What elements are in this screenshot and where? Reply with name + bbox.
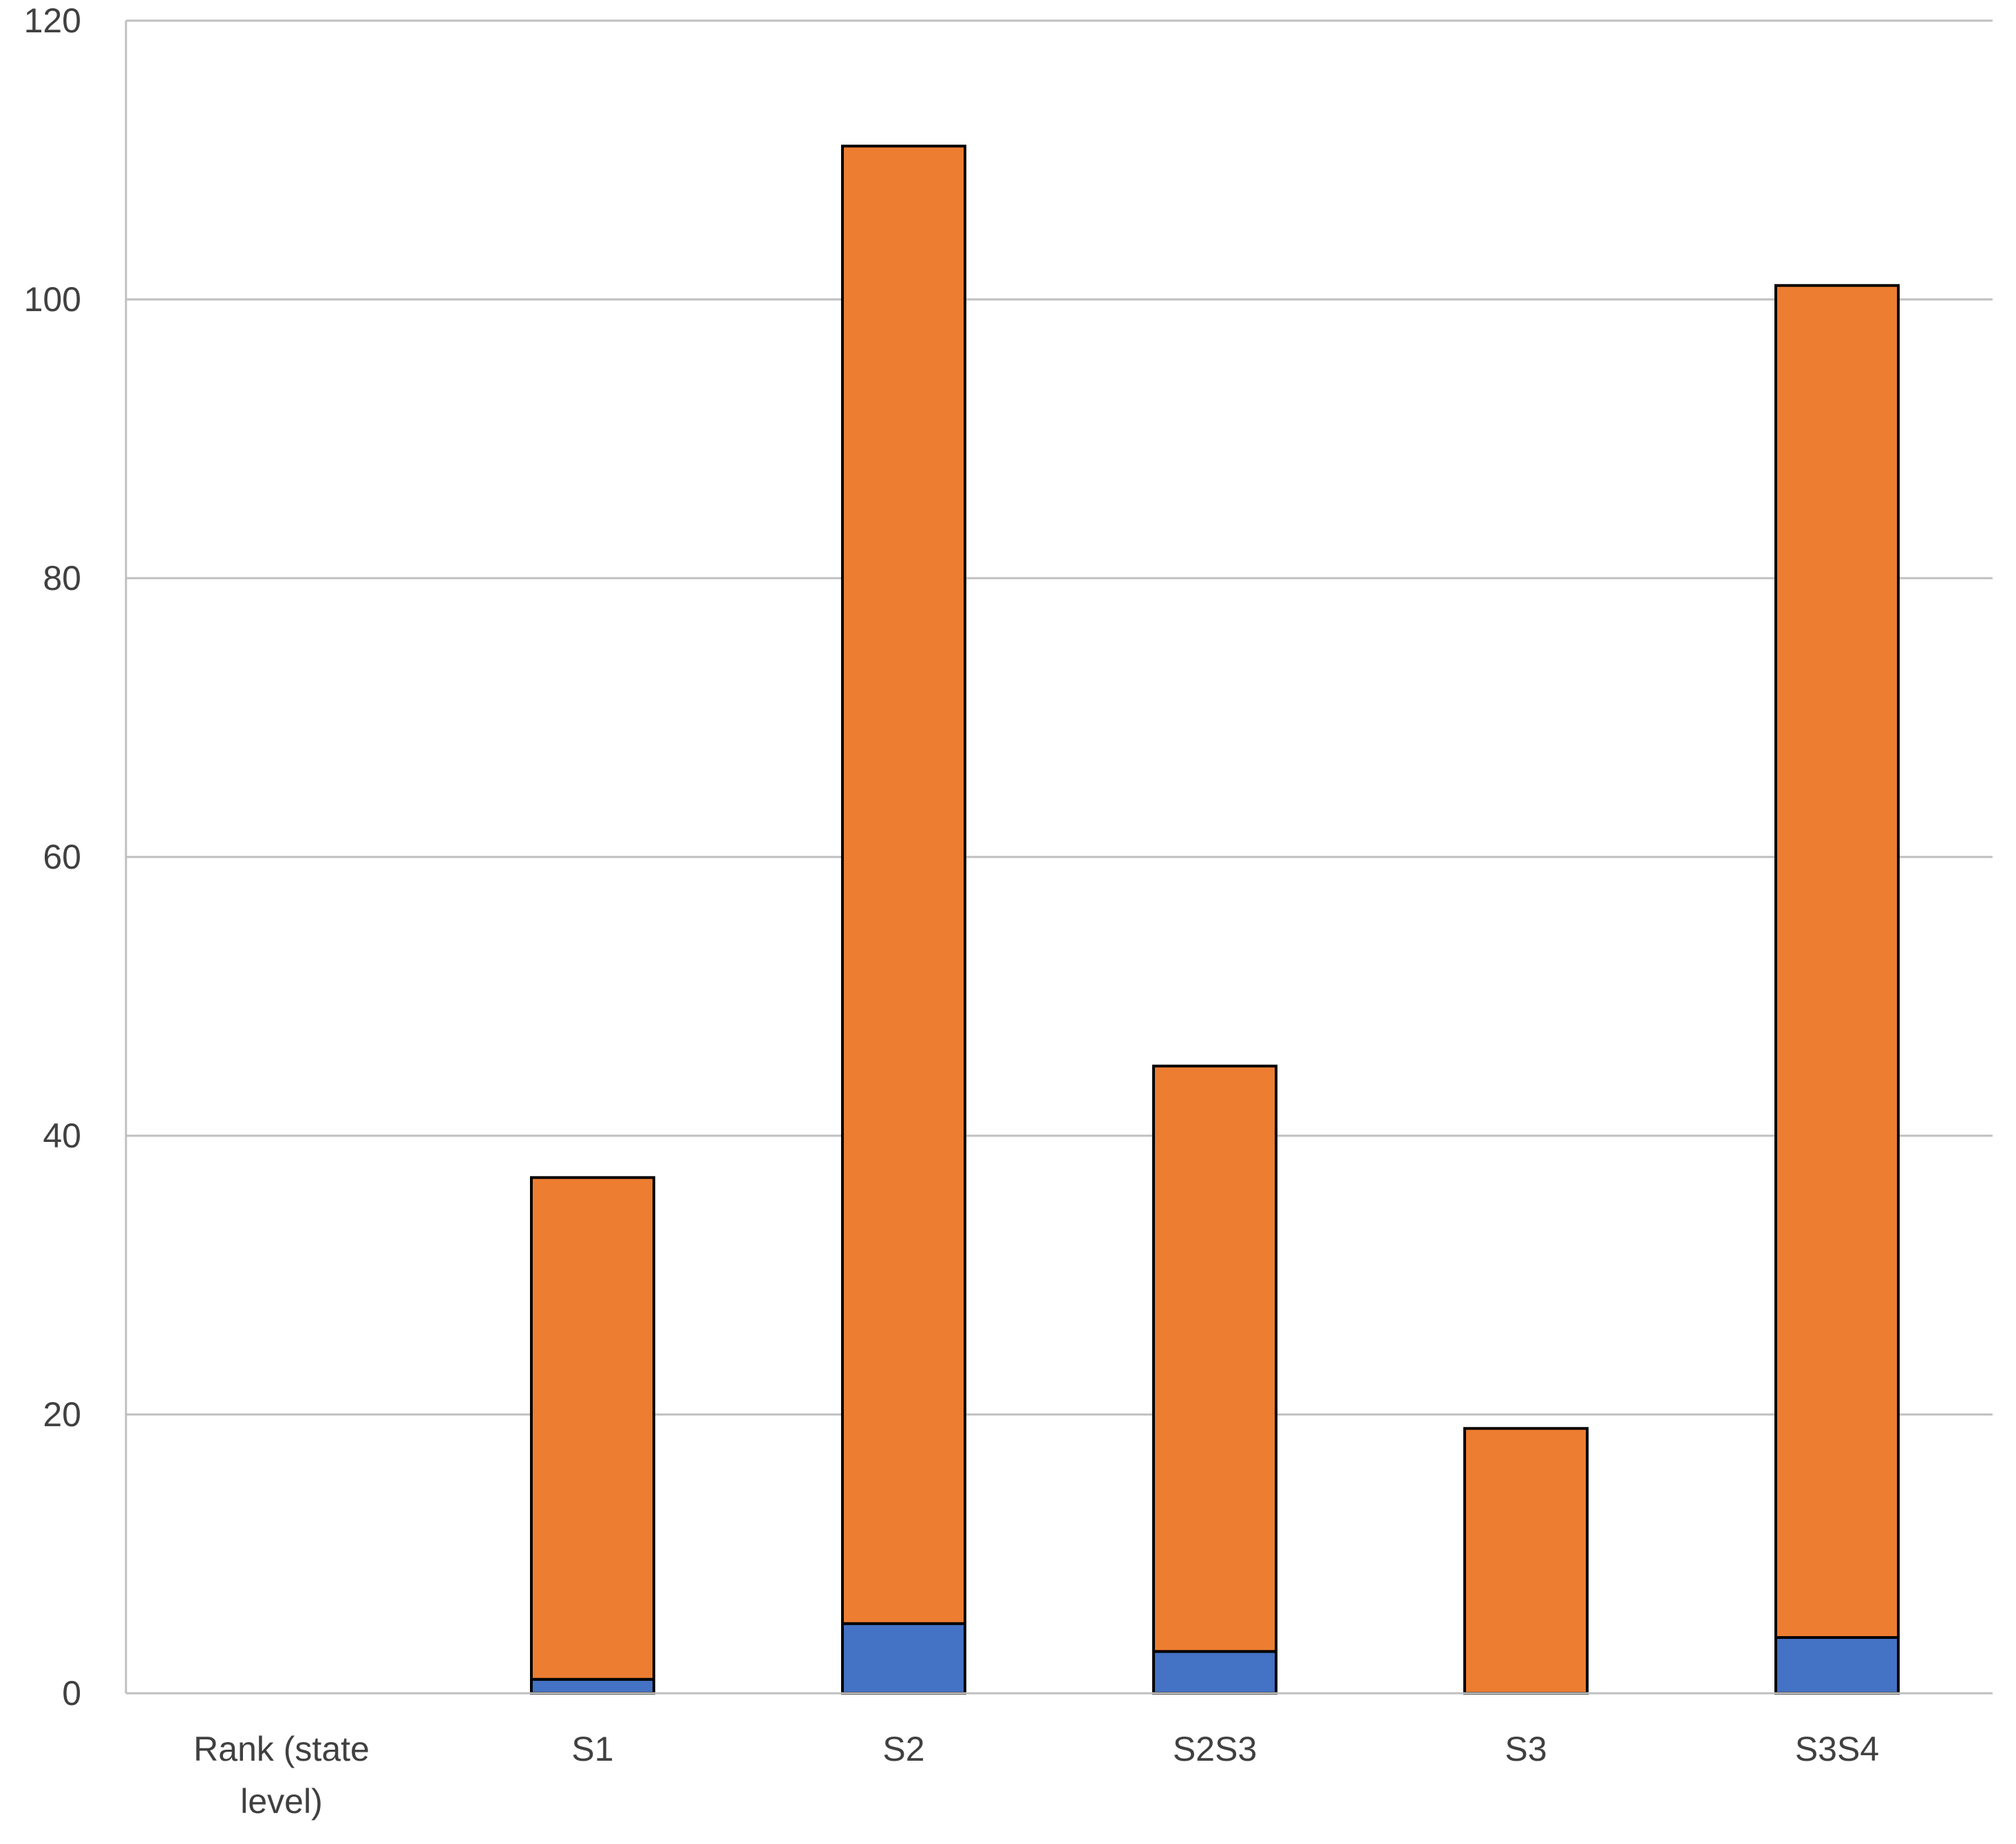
x-axis-category-labels: Rank (state level) S1 S2 S2S3 S3 S3S4 xyxy=(193,1730,1879,1821)
x-category-label: S3S4 xyxy=(1795,1730,1879,1768)
x-category-label-line: Rank (state xyxy=(193,1730,370,1768)
x-category-label-line: S2 xyxy=(882,1730,924,1768)
x-category-label-line: S2S3 xyxy=(1173,1730,1257,1768)
y-tick-label: 80 xyxy=(43,559,81,597)
x-category-label-line: S3 xyxy=(1505,1730,1547,1768)
bars xyxy=(530,145,1900,1695)
bar-segment-series-2-s2s3[interactable] xyxy=(1152,1064,1277,1653)
x-category-label: S2 xyxy=(882,1730,924,1768)
gridlines xyxy=(126,19,1993,1416)
y-tick-label: 0 xyxy=(62,1674,81,1713)
x-category-label: Rank (state level) xyxy=(193,1730,370,1821)
x-category-label-line: S1 xyxy=(571,1730,613,1768)
bar-segment-series-2-s3s4[interactable] xyxy=(1774,284,1900,1639)
bar-segment-series-2-s1[interactable] xyxy=(530,1176,655,1681)
x-category-label-line: S3S4 xyxy=(1795,1730,1879,1768)
x-category-label: S1 xyxy=(571,1730,613,1768)
y-tick-label: 20 xyxy=(43,1395,81,1434)
y-tick-label: 120 xyxy=(24,1,81,40)
bar-segment-series-1-s1[interactable] xyxy=(530,1677,655,1695)
axes xyxy=(125,21,1993,1695)
y-tick-label: 100 xyxy=(24,280,81,319)
y-tick-label: 40 xyxy=(43,1116,81,1155)
bar-segment-series-2-s2[interactable] xyxy=(841,145,966,1625)
bar-segment-series-1-s2[interactable] xyxy=(841,1622,966,1695)
bar-segment-series-2-s3[interactable] xyxy=(1463,1427,1589,1695)
x-category-label: S2S3 xyxy=(1173,1730,1257,1768)
x-category-label-line: level) xyxy=(240,1782,322,1821)
bar-segment-series-1-s3s4[interactable] xyxy=(1774,1636,1900,1695)
y-axis-tick-labels: 0 20 40 60 80 100 120 xyxy=(24,1,81,1713)
x-category-label: S3 xyxy=(1505,1730,1547,1768)
bar-segment-series-1-s2s3[interactable] xyxy=(1152,1650,1277,1695)
y-tick-label: 60 xyxy=(43,838,81,876)
